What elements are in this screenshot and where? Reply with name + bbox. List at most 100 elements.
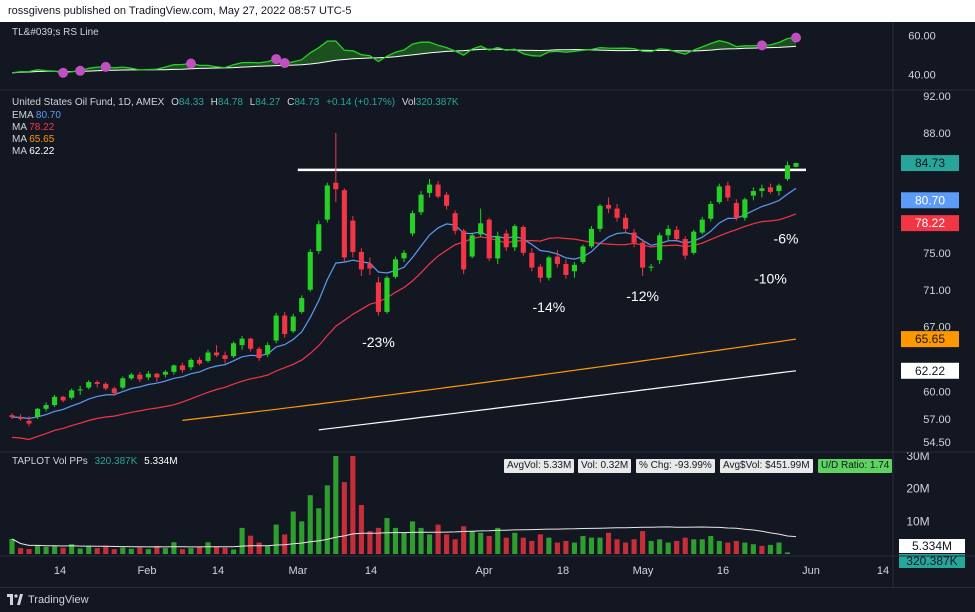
stat-avg-vol: AvgVol: 5.33M [504,459,575,473]
candle-body [682,239,688,256]
candle-body [784,165,791,180]
volume-bar [461,526,467,554]
candle-body [520,227,526,253]
volume-bar [137,547,143,554]
volume-bar [111,549,117,554]
high-label: H [210,97,218,108]
price-tick-label: 92.00 [923,91,951,103]
volume-tick-label: 30M [906,449,929,463]
candle-body [486,219,492,259]
indicator-ma-1[interactable]: MA 78.22 [12,122,54,133]
price-label-box [901,331,959,348]
volume-bar [469,531,475,554]
candle-body [461,230,467,270]
indicator-ma-1-name: MA [12,122,27,133]
volume-bar [495,527,501,554]
candle-body [495,236,501,259]
x-tick-label: 18 [557,565,569,577]
volume-bar [307,495,313,554]
rs-line [11,36,797,74]
candle-body [350,220,356,252]
price-label-text: 84.73 [915,156,945,170]
indicator-ema[interactable]: EMA 80.70 [12,110,61,121]
candle-body [716,186,722,203]
candle-body [196,359,203,364]
indicator-ma-3[interactable]: MA 62.22 [12,146,54,157]
stat-pct-change: % Chg: -93.99% [636,459,715,473]
candle-body [307,251,313,290]
rs-fill-area [12,37,796,73]
ma-line-3 [318,370,797,431]
chart-canvas[interactable]: 60.00 40.00 92.00 88.00 75.00 71.00 67.00 60.0… [0,22,975,587]
volume-bar [52,545,58,554]
volume-bar [162,548,168,554]
rs-pane: 60.00 40.00 [11,31,936,81]
candle-body [588,228,595,247]
candle-body [128,374,134,379]
rs-new-high-dot [100,61,111,72]
change-value: +0.14 (+0.17%) [326,97,396,108]
volume-bar [529,540,535,554]
volume-value-1: 320.387K [94,456,138,467]
x-tick-label: Jun [802,565,820,577]
candle-body [537,266,543,278]
volume-bar [742,542,748,554]
volume-bar [784,552,791,554]
tradingview-logo-icon [7,594,23,605]
candle-body [665,228,671,236]
price-label-box [901,155,959,172]
candle-body [290,316,296,332]
candle-body [222,355,228,359]
price-legend: United States Oil Fund, 1D, AMEX O84.33 … [12,97,459,108]
vol-label: Vol [401,97,416,108]
candle-body [111,388,117,394]
candle-body [26,420,32,424]
symbol-title: United States Oil Fund, 1D, AMEX [12,97,165,108]
volume-bar [316,508,322,554]
stat-avg-dollar-vol: Avg$Vol: $451.99M [720,459,813,473]
volume-bar [665,542,671,554]
candle-body [580,246,586,263]
candle-body [162,371,168,375]
volume-bar [120,547,126,554]
candle-body [154,373,160,378]
volume-bar [733,540,739,554]
volume-average-line [11,526,797,548]
candle-body [299,298,305,312]
candle-body [248,338,254,349]
volume-bar [9,538,15,554]
indicator-ma-2[interactable]: MA 65.65 [12,134,54,145]
rs-tick-label: 40.00 [908,69,936,81]
price-tick-label: 71.00 [923,285,951,297]
volume-bar [623,542,629,554]
candle-body [750,191,756,196]
candle-body [392,259,399,277]
volume-bar [486,536,492,554]
volume-bar [86,546,92,554]
candle-body [554,256,560,264]
candle-body [546,257,552,278]
volume-bar [179,549,185,554]
low-label: L [249,97,256,108]
volume-bar [682,537,688,554]
candle-body [239,338,245,346]
volume-bar [427,534,433,554]
volume-bar [154,546,160,554]
x-tick-label: 14 [877,565,889,577]
candle-body [60,396,66,401]
volume-bar [196,546,203,554]
drawdown-annotation: -12% [626,288,659,304]
volume-bar [503,537,509,554]
high-value: 84.78 [217,97,243,108]
rs-new-high-dot [271,54,282,65]
x-tick-label: Feb [138,565,157,577]
volume-tick-label: 10M [906,514,929,528]
candle-body [282,315,288,335]
candle-body [179,365,185,371]
publisher-text: rossgivens published on TradingView.com,… [8,5,352,17]
price-pane[interactable]: 92.00 88.00 75.00 71.00 67.00 60.00 57.00 54.50… [9,91,959,449]
volume-value-2: 5.334M [144,456,178,467]
indicator-ma-1-value: 78.22 [29,122,55,133]
rs-new-high-dot [75,65,86,76]
